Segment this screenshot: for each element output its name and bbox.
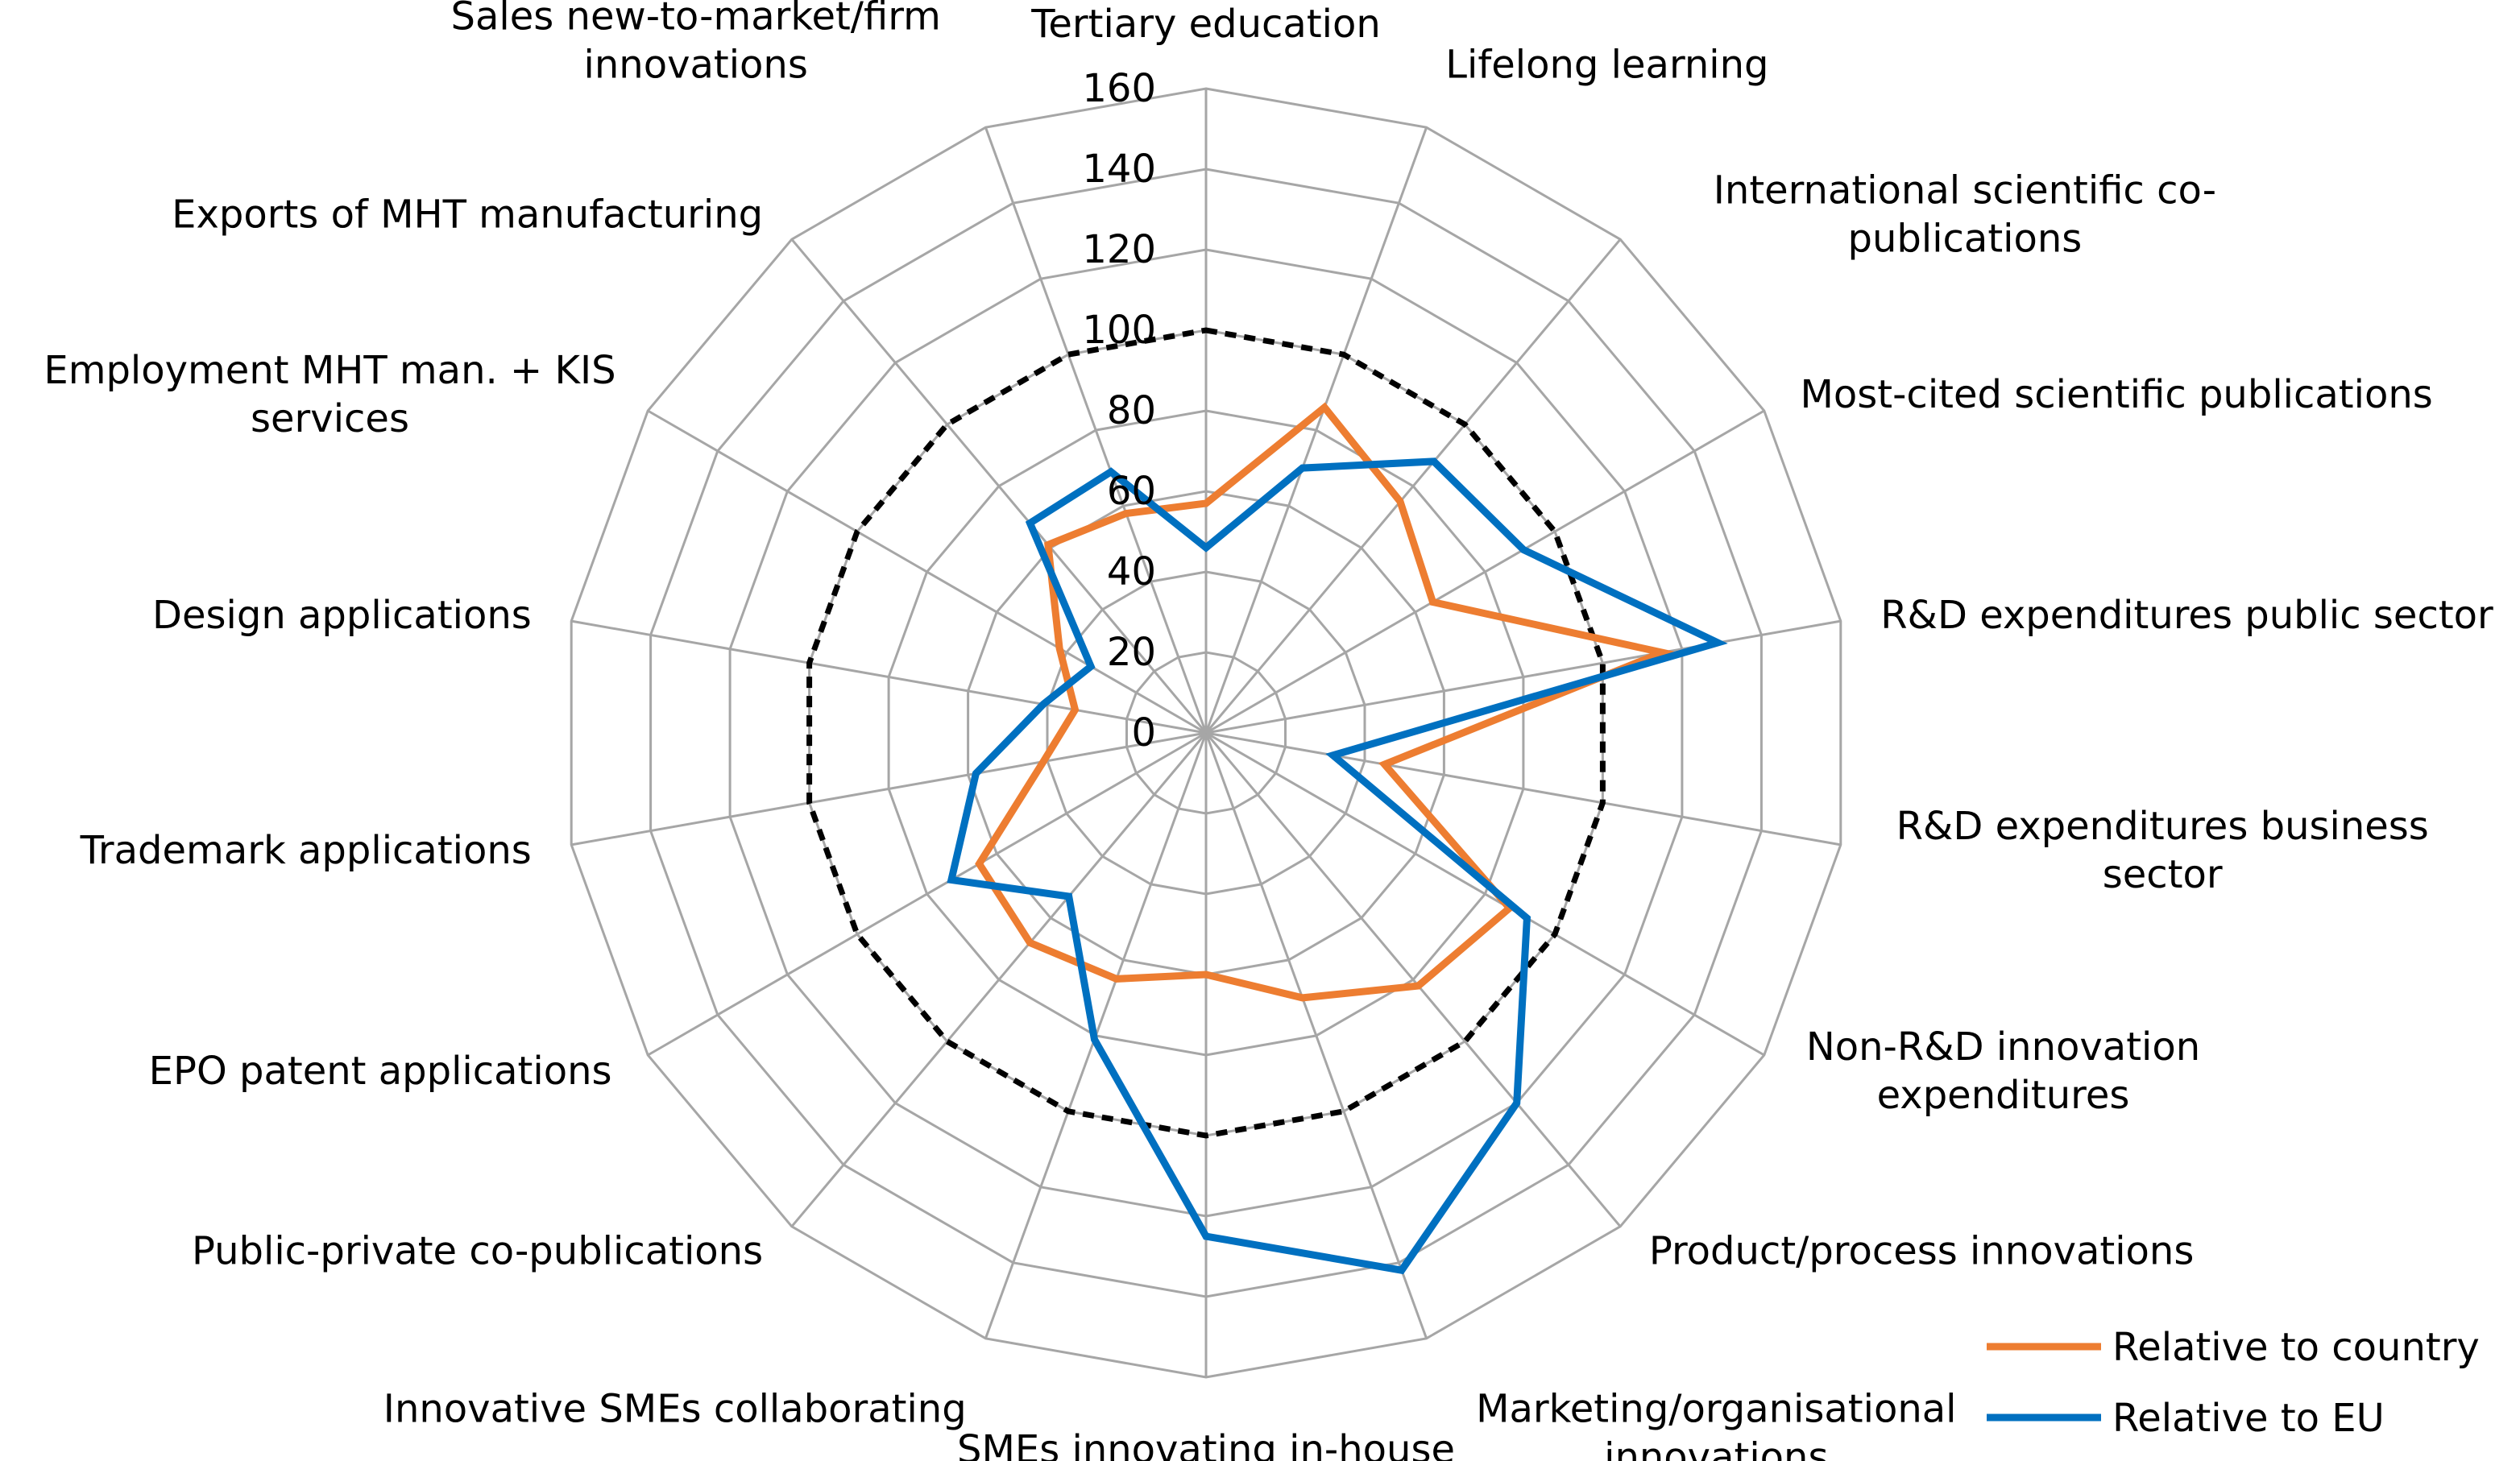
radial-tick-label: 100 <box>1082 308 1156 353</box>
grid-spoke <box>790 238 1208 734</box>
category-label: Lifelong learning <box>1445 43 1768 88</box>
category-label: Exports of MHT manufacturing <box>172 192 763 238</box>
series-group <box>947 402 1728 1275</box>
category-label: innovations <box>584 43 808 88</box>
grid-spoke <box>1205 731 1765 1057</box>
radial-tick-label: 80 <box>1107 388 1156 433</box>
grid-spoke <box>1204 732 1428 1339</box>
grid-spoke <box>1204 238 1622 734</box>
category-label: R&D expenditures business <box>1896 804 2429 849</box>
grid-spoke <box>790 732 1208 1227</box>
legend-label: Relative to EU <box>2112 1396 2385 1441</box>
category-label: International scientific co- <box>1714 168 2216 213</box>
category-label: Employment MHT man. + KIS <box>44 348 615 393</box>
grid-spoke <box>647 731 1207 1057</box>
category-label: Innovative SMEs collaborating <box>383 1386 967 1431</box>
category-label: Marketing/organisational <box>1476 1386 1956 1431</box>
radial-tick-label: 40 <box>1107 549 1156 594</box>
radar-grid <box>570 87 1842 1379</box>
category-label: Most-cited scientific publications <box>1801 372 2433 417</box>
radial-tick-label: 160 <box>1082 66 1156 111</box>
series-line-relative-to-eu <box>947 457 1728 1275</box>
category-label: expenditures <box>1877 1073 2130 1118</box>
grid-spoke <box>1205 619 1842 735</box>
grid-spoke <box>570 619 1207 735</box>
radial-tick-label: 60 <box>1107 469 1156 514</box>
reference-line-100 <box>806 327 1606 1139</box>
category-label: Public-private co-publications <box>192 1229 763 1274</box>
category-label: publications <box>1848 217 2083 262</box>
category-label: SMEs innovating in-house <box>957 1427 1455 1461</box>
series-line-relative-to-country <box>975 402 1675 1002</box>
category-label: services <box>251 396 409 441</box>
grid-spoke <box>1204 126 1428 734</box>
radial-tick-label: 0 <box>1131 710 1156 755</box>
category-label: Sales new-to-market/firm <box>451 0 941 39</box>
grid-spoke <box>1205 409 1765 735</box>
category-label: innovations <box>1604 1434 1828 1461</box>
legend-label: Relative to country <box>2112 1325 2480 1370</box>
category-label: Design applications <box>152 593 532 638</box>
category-label: Tertiary education <box>1030 2 1381 47</box>
legend: Relative to country Relative to EU <box>1987 1325 2480 1441</box>
grid-spoke <box>570 731 1207 846</box>
grid-spoke <box>1205 731 1842 846</box>
grid-spoke <box>647 409 1207 735</box>
category-label: Trademark applications <box>80 828 532 873</box>
grid-spoke <box>1204 732 1622 1227</box>
category-label: sector <box>2103 852 2223 897</box>
category-label: EPO patent applications <box>149 1049 612 1094</box>
radial-tick-label: 20 <box>1107 630 1156 675</box>
grid-spoke <box>984 126 1208 734</box>
category-label: Product/process innovations <box>1649 1229 2194 1274</box>
radial-tick-label: 140 <box>1082 147 1156 192</box>
radial-tick-label: 120 <box>1082 227 1156 272</box>
category-labels: Tertiary education Lifelong learning Inter… <box>44 0 2493 1461</box>
category-label: R&D expenditures public sector <box>1880 593 2493 638</box>
reference-line-group <box>806 327 1606 1139</box>
radial-tick-labels: 0 20 40 60 80 100 120 140 160 <box>1082 66 1156 755</box>
category-label: Non-R&D innovation <box>1806 1024 2200 1070</box>
